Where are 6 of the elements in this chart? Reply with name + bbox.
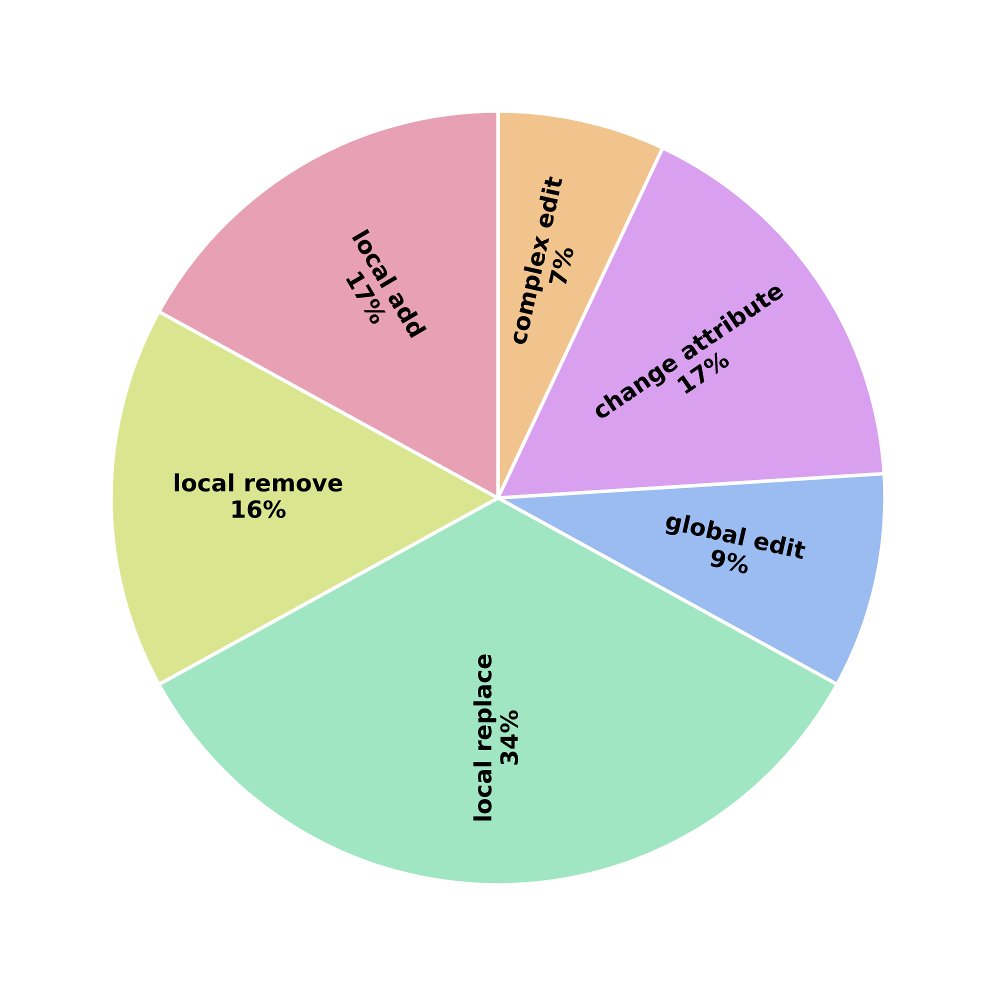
- data-label: 34%: [500, 710, 518, 765]
- slice-label: local replace: [473, 654, 496, 820]
- data-label: 9%: [709, 548, 750, 574]
- data-label: 16%: [232, 500, 286, 518]
- slice-label: local remove: [174, 473, 342, 492]
- data-label: 7%: [548, 246, 574, 286]
